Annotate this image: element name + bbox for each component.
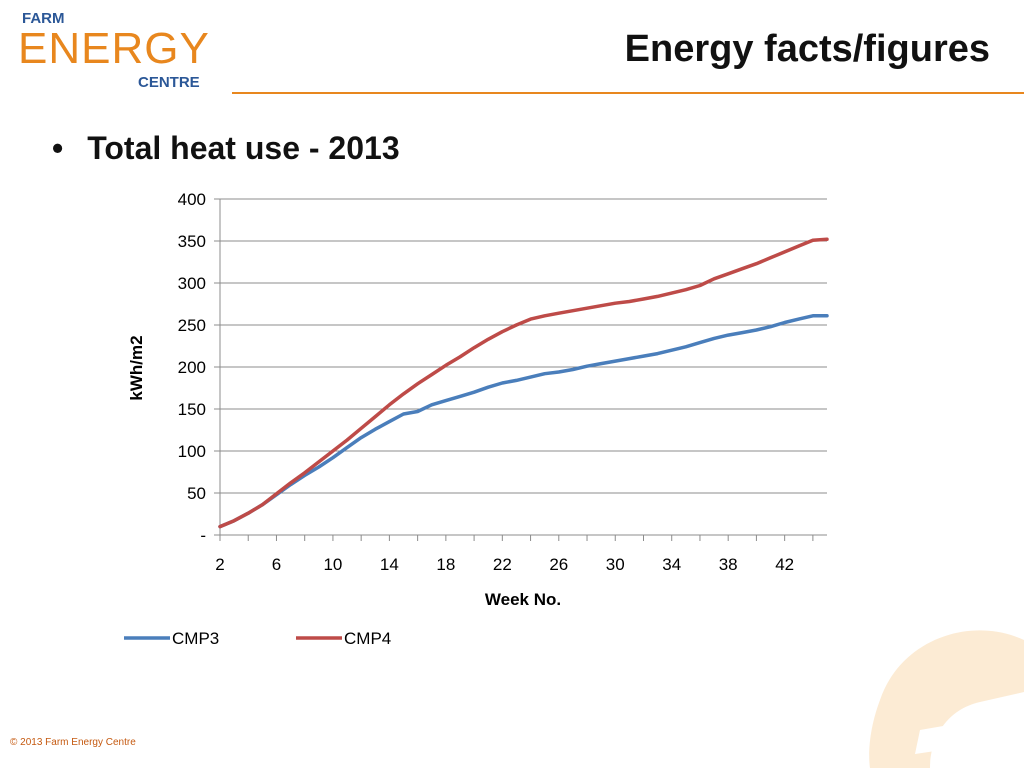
logo-farm-text: FARM <box>22 10 65 27</box>
bullet-text: Total heat use - 2013 <box>87 130 400 166</box>
y-tick-label: 250 <box>178 316 206 335</box>
y-tick-label: 200 <box>178 358 206 377</box>
y-tick-label: 400 <box>178 190 206 209</box>
x-tick-label: 38 <box>719 555 738 574</box>
farm-energy-centre-logo: FARM ENERGY CENTRE <box>14 6 234 96</box>
x-tick-label: 14 <box>380 555 399 574</box>
bullet-dot: • <box>52 130 64 166</box>
y-tick-label: 150 <box>178 400 206 419</box>
x-tick-label: 30 <box>606 555 625 574</box>
energy-e-watermark-icon <box>869 630 1024 768</box>
copyright-footer: © 2013 Farm Energy Centre <box>10 737 136 748</box>
x-tick-label: 6 <box>272 555 281 574</box>
y-tick-label: 100 <box>178 442 206 461</box>
x-tick-label: 42 <box>775 555 794 574</box>
x-tick-label: 26 <box>549 555 568 574</box>
y-tick-label: 50 <box>187 484 206 503</box>
chart-series-lines <box>218 237 829 529</box>
legend-label-cmp4: CMP4 <box>344 629 391 648</box>
x-axis-ticks: 2 6 10 14 18 22 26 30 34 38 42 <box>215 535 814 574</box>
y-axis-ticks: - 50 100 150 200 250 300 350 400 <box>178 190 220 545</box>
x-tick-label: 18 <box>436 555 455 574</box>
title-divider <box>232 92 1024 94</box>
chart-legend: CMP3 CMP4 <box>124 629 391 648</box>
chart-gridlines <box>220 198 827 494</box>
legend-label-cmp3: CMP3 <box>172 629 219 648</box>
x-axis-label: Week No. <box>485 590 561 609</box>
y-tick-label: - <box>200 526 206 545</box>
x-tick-label: 2 <box>215 555 224 574</box>
y-tick-label: 300 <box>178 274 206 293</box>
slide-title: Energy facts/figures <box>624 28 990 70</box>
y-axis-label: kWh/m2 <box>127 335 146 400</box>
x-tick-label: 22 <box>493 555 512 574</box>
series-line-cmp3 <box>218 314 829 529</box>
series-line-cmp4 <box>218 237 829 529</box>
x-tick-label: 34 <box>662 555 681 574</box>
bullet-item: • Total heat use - 2013 <box>52 130 400 167</box>
x-tick-label: 10 <box>323 555 342 574</box>
y-tick-label: 350 <box>178 232 206 251</box>
logo-energy-text: ENERGY <box>18 24 210 73</box>
logo-centre-text: CENTRE <box>138 74 200 91</box>
